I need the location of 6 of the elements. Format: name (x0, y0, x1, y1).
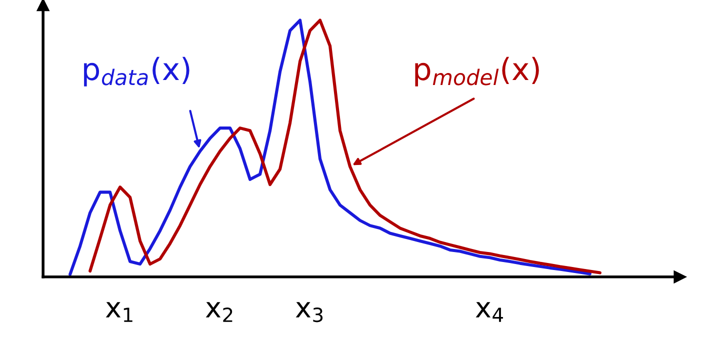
x-tick-label: x$_{1}$ (106, 302, 132, 322)
text: p$_{model}$(x) (415, 56, 539, 86)
series-label: p$_{data}$(x) (84, 56, 190, 86)
x-tick-label: x$_{3}$ (296, 302, 323, 322)
x-tick-label: x$_{2}$ (206, 302, 232, 322)
x-tick-label: x$_{4}$ (476, 302, 503, 322)
